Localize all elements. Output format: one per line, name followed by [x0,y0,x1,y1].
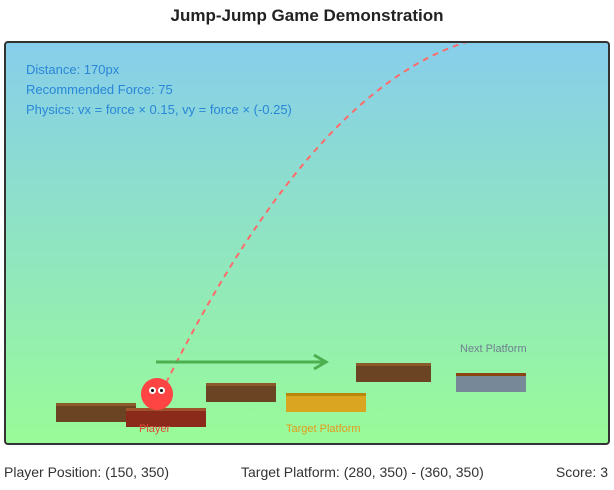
platform-upper [356,363,431,382]
player-position-status: Player Position: (150, 350) [4,464,169,480]
platform-middle [206,383,276,402]
target-platform-status: Target Platform: (280, 350) - (360, 350) [241,464,484,480]
platform-player [126,408,206,427]
score-status: Score: 3 [555,464,608,480]
game-canvas[interactable]: Distance: 170px Recommended Force: 75 Ph… [4,41,610,445]
platform-start [56,403,136,422]
direction-arrow-head [313,353,329,371]
physics-readout: Physics: vx = force × 0.15, vy = force ×… [26,102,292,117]
player-right-eye [158,387,165,394]
platform-target [286,393,366,412]
trajectory-path [165,43,468,384]
page-title: Jump-Jump Game Demonstration [170,6,444,25]
platform-next [456,373,526,392]
recommended-force-readout: Recommended Force: 75 [26,82,173,97]
target-platform-label: Target Platform [286,423,361,435]
player-ball[interactable] [141,378,173,410]
player-label: Player [139,423,171,435]
game-overlay [156,43,468,384]
player-left-eye [149,387,156,394]
next-platform-label: Next Platform [460,343,527,355]
distance-readout: Distance: 170px [26,62,120,77]
